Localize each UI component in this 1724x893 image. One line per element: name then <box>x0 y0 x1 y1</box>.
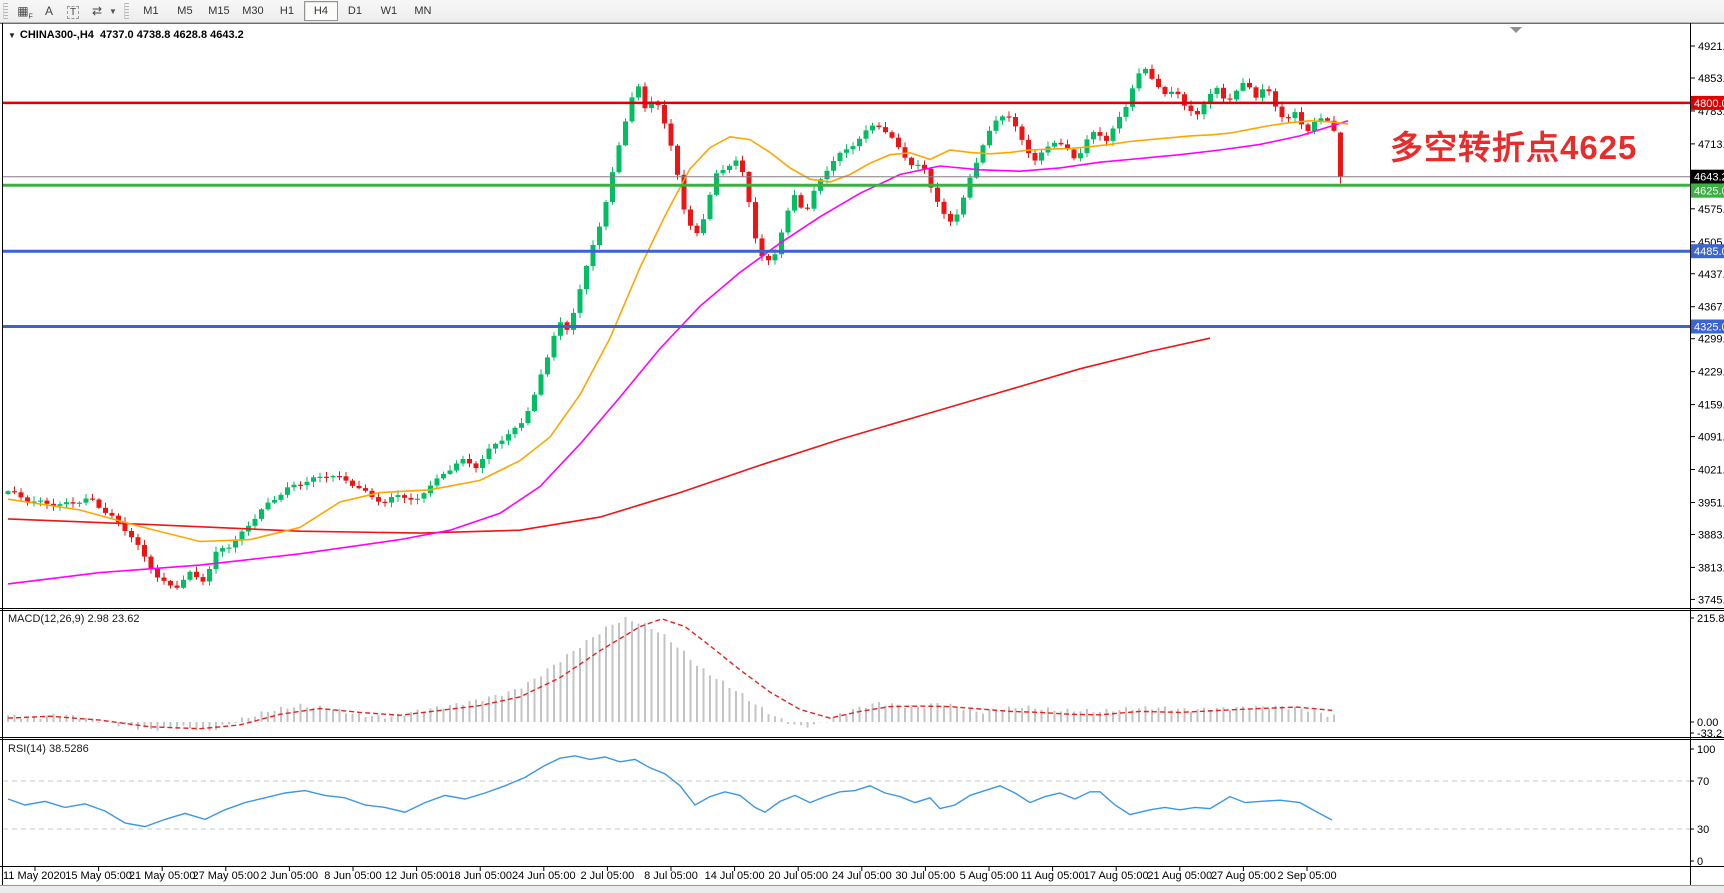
chart-title-symbol: CHINA300-,H4 <box>19 29 94 41</box>
time-axis-label: 21 May 05:00 <box>129 870 196 882</box>
price-level-badge-box <box>1691 95 1724 110</box>
time-axis-label: 24 Jul 05:00 <box>832 870 892 882</box>
chart-shift-marker-icon <box>1510 27 1522 33</box>
time-axis-label: 8 Jul 05:00 <box>644 870 698 882</box>
timeframe-h4-button[interactable]: H4 <box>303 1 338 21</box>
macd-tick-label: -33.2 <box>1697 728 1722 740</box>
price-level-badge: 4485.0 <box>1694 246 1724 258</box>
rsi-tick-label: 30 <box>1697 824 1709 836</box>
time-axis-label: 14 Jul 05:00 <box>705 870 765 882</box>
new-order-icon[interactable]: ▦F <box>14 1 36 21</box>
price-tick-label: 3951.0 <box>1698 498 1724 510</box>
time-axis-label: 11 May 2020 <box>3 870 66 882</box>
rsi-indicator-label: RSI(14) 38.5286 <box>8 743 89 755</box>
rsi-tick-label: 0 <box>1697 856 1703 868</box>
chart-title: ▼ CHINA300-,H4 4737.0 4738.8 4628.8 4643.… <box>8 29 244 41</box>
time-axis-label: 24 Jun 05:00 <box>512 870 576 882</box>
toolbar: ▦F A T ⇄ ▼ M1 M5 M15 M30 H1 H4 D1 W1 MN <box>0 0 1724 23</box>
timeframe-h1-button[interactable]: H1 <box>270 1 304 21</box>
chart-style-icon[interactable]: ⇄ <box>86 1 108 21</box>
time-axis-label: 5 Aug 05:00 <box>960 870 1019 882</box>
price-tick-label: 3883.0 <box>1698 530 1724 542</box>
time-axis-label: 12 Jun 05:00 <box>385 870 449 882</box>
time-axis-label: 18 Jun 05:00 <box>448 870 512 882</box>
time-axis-label: 2 Sep 05:00 <box>1277 870 1336 882</box>
price-tick-label: 4229.0 <box>1698 367 1724 379</box>
timeframe-m1-button[interactable]: M1 <box>134 1 168 21</box>
price-level-badge-box <box>1691 183 1724 198</box>
chart-background <box>0 22 1724 886</box>
time-axis-label: 8 Jun 05:00 <box>324 870 382 882</box>
rsi-tick-label: 70 <box>1697 776 1709 788</box>
symbol-dropdown-icon[interactable]: ▼ <box>8 31 16 40</box>
price-tick-label: 4853.0 <box>1698 73 1724 85</box>
price-level-badge-box <box>1691 169 1724 184</box>
macd-indicator-label: MACD(12,26,9) 2.98 23.62 <box>8 613 140 625</box>
time-axis-label: 20 Jul 05:00 <box>768 870 828 882</box>
timeframe-d1-button[interactable]: D1 <box>338 1 372 21</box>
tool-group: ▦F A T ⇄ <box>13 1 109 21</box>
price-tick-label: 4713.0 <box>1698 139 1724 151</box>
price-level-badge: 4625.0 <box>1694 186 1724 198</box>
chart-text-annotation[interactable]: 多空转折点4625 <box>1390 129 1638 166</box>
price-level-badge-box <box>1691 319 1724 334</box>
time-axis-label: 2 Jul 05:00 <box>580 870 634 882</box>
price-tick-label: 3813.0 <box>1698 562 1724 574</box>
price-level-badge: 4643.2 <box>1694 172 1724 184</box>
price-tick-label: 4575.0 <box>1698 204 1724 216</box>
chart-title-ohlc: 4737.0 4738.8 4628.8 4643.2 <box>100 29 244 41</box>
price-tick-label: 3745.0 <box>1698 594 1724 606</box>
price-tick-label: 4091.0 <box>1698 432 1724 444</box>
macd-tick-label: 215.81 <box>1697 613 1724 625</box>
price-level-badge: 4800.0 <box>1694 98 1724 110</box>
price-tick-label: 4921.0 <box>1698 41 1724 53</box>
toolbar-drag-handle[interactable] <box>3 3 8 19</box>
time-axis-label: 2 Jun 05:00 <box>261 870 319 882</box>
time-axis-label: 30 Jul 05:00 <box>895 870 955 882</box>
text-label-icon[interactable]: T <box>62 1 84 21</box>
time-axis-label: 27 May 05:00 <box>192 870 259 882</box>
time-axis-label: 27 Aug 05:00 <box>1211 870 1276 882</box>
price-tick-label: 4299.0 <box>1698 334 1724 346</box>
time-axis-label: 17 Aug 05:00 <box>1084 870 1149 882</box>
cursor-mode-icon[interactable]: A <box>38 1 60 21</box>
chart-style-dropdown-icon[interactable]: ▼ <box>109 6 117 16</box>
rsi-pane[interactable] <box>3 755 1690 830</box>
window-bottom-strip <box>0 886 1724 893</box>
timeframe-m15-button[interactable]: M15 <box>202 1 236 21</box>
time-axis-label: 21 Aug 05:00 <box>1147 870 1212 882</box>
macd-pane[interactable] <box>7 617 1335 731</box>
toolbar-drag-handle-2[interactable] <box>123 3 129 19</box>
price-level-badge: 4325.0 <box>1694 322 1724 334</box>
time-axis-label: 15 May 05:00 <box>65 870 132 882</box>
price-tick-label: 4367.0 <box>1698 302 1724 314</box>
macd-tick-label: 0.00 <box>1697 717 1718 729</box>
timeframe-w1-button[interactable]: W1 <box>372 1 406 21</box>
price-tick-label: 4437.0 <box>1698 269 1724 281</box>
timeframe-group: M1 M5 M15 M30 H1 H4 D1 W1 MN <box>134 1 440 21</box>
price-tick-label: 4021.0 <box>1698 465 1724 477</box>
rsi-tick-label: 100 <box>1697 744 1715 756</box>
price-tick-label: 4159.0 <box>1698 400 1724 412</box>
main-price-pane[interactable] <box>3 64 1690 590</box>
time-axis-label: 11 Aug 05:00 <box>1021 870 1085 882</box>
timeframe-m30-button[interactable]: M30 <box>236 1 270 21</box>
price-level-badge-box <box>1691 244 1724 259</box>
timeframe-m5-button[interactable]: M5 <box>168 1 202 21</box>
timeframe-mn-button[interactable]: MN <box>406 1 440 21</box>
